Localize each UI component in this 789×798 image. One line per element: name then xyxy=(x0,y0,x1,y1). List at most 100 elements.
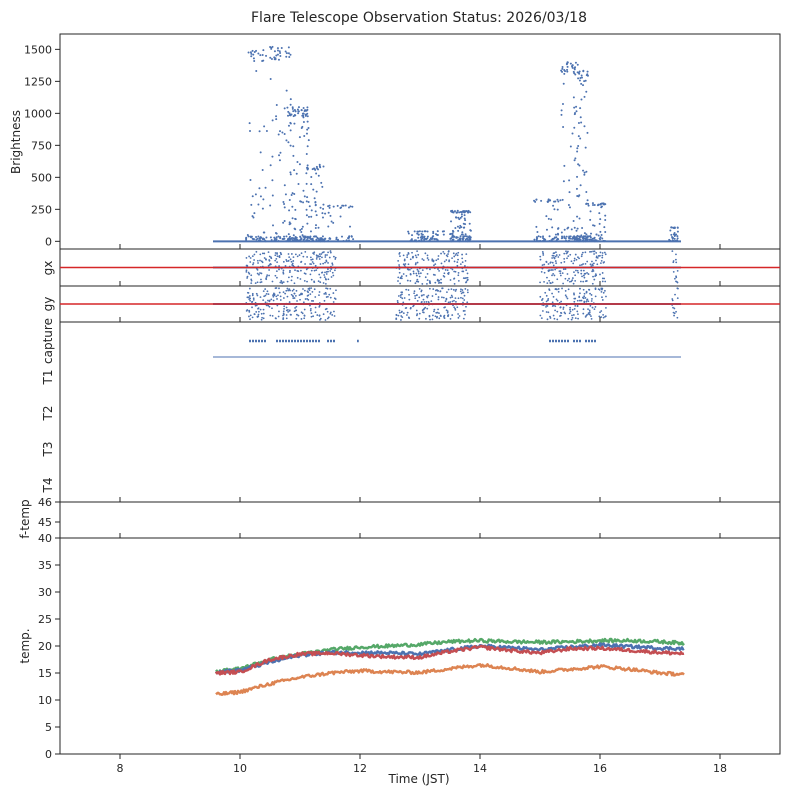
brightness-point xyxy=(426,237,429,240)
brightness-point xyxy=(299,228,302,231)
brightness-point xyxy=(571,66,574,69)
gy-point xyxy=(285,306,288,309)
brightness-point xyxy=(533,199,536,202)
gy-point xyxy=(289,289,291,292)
brightness-point xyxy=(566,68,569,71)
gy-point xyxy=(313,288,316,291)
brightness-point xyxy=(275,239,278,242)
brightness-point xyxy=(573,126,576,129)
gy-point xyxy=(436,290,439,292)
brightness-point xyxy=(417,233,420,236)
y-tick-label: 46 xyxy=(38,496,52,509)
gy-point xyxy=(323,299,326,302)
gy-point xyxy=(267,304,270,307)
gy-point xyxy=(401,291,404,294)
gy-point xyxy=(333,310,335,313)
brightness-point xyxy=(597,203,600,206)
gx-point xyxy=(549,261,552,264)
brightness-point xyxy=(593,239,596,242)
brightness-point xyxy=(583,80,586,83)
gy-point xyxy=(255,311,258,313)
brightness-point xyxy=(537,240,540,243)
gy-point xyxy=(441,287,444,290)
y-tick-label: 35 xyxy=(38,559,52,572)
gx-point xyxy=(250,274,253,277)
brightness-point xyxy=(275,236,278,239)
brightness-point xyxy=(571,64,574,67)
gx-point xyxy=(252,263,254,266)
gx-point xyxy=(323,274,326,276)
gy-point xyxy=(576,310,579,313)
gx-point xyxy=(322,262,325,265)
brightness-point xyxy=(563,164,566,167)
brightness-point xyxy=(468,240,471,243)
gx-point xyxy=(409,258,412,261)
brightness-point xyxy=(251,49,254,52)
gx-point xyxy=(573,259,576,262)
gy-point xyxy=(602,313,605,316)
gy-point xyxy=(318,294,320,297)
gx-point xyxy=(601,254,604,257)
brightness-point xyxy=(291,205,294,208)
gx-point xyxy=(319,276,322,279)
brightness-point xyxy=(321,212,324,215)
brightness-point xyxy=(673,237,676,240)
brightness-point xyxy=(537,235,540,238)
gy-point xyxy=(439,315,442,317)
gy-point xyxy=(268,299,271,302)
brightness-point xyxy=(301,225,304,228)
gy-point xyxy=(451,314,454,316)
gy-point xyxy=(582,308,585,311)
gx-point xyxy=(415,280,418,283)
gy-point xyxy=(255,292,258,295)
brightness-point xyxy=(449,232,452,235)
brightness-point xyxy=(556,232,559,235)
brightness-point xyxy=(580,76,583,79)
gx-point xyxy=(421,258,424,260)
gx-point xyxy=(320,253,323,255)
gx-point xyxy=(579,280,582,283)
gx-point xyxy=(330,276,333,278)
brightness-point xyxy=(306,128,309,131)
brightness-point xyxy=(581,236,584,239)
gy-point xyxy=(545,311,548,313)
gy-point xyxy=(572,314,575,316)
brightness-point xyxy=(456,225,459,228)
gy-point xyxy=(318,291,321,293)
gy-point xyxy=(565,304,568,307)
gy-point xyxy=(400,311,403,313)
brightness-point xyxy=(292,154,295,157)
gy-point xyxy=(265,292,268,295)
gy-point xyxy=(545,306,547,308)
gx-point xyxy=(312,262,315,265)
gy-point xyxy=(325,293,327,295)
gx-point xyxy=(426,282,428,285)
gx-point xyxy=(315,269,318,272)
gy-point xyxy=(591,306,594,309)
gy-point xyxy=(251,306,253,309)
gx-point xyxy=(280,253,283,256)
brightness-point xyxy=(542,239,545,242)
gy-point xyxy=(282,312,285,315)
gx-point xyxy=(282,271,285,274)
brightness-point xyxy=(249,51,252,54)
gx-point xyxy=(250,278,253,281)
gx-point xyxy=(287,259,290,262)
gx-point xyxy=(313,269,316,272)
gy-point xyxy=(438,317,441,320)
brightness-point xyxy=(565,239,568,242)
brightness-point xyxy=(300,227,303,230)
brightness-point xyxy=(573,238,576,241)
gx-point xyxy=(321,251,324,254)
x-tick-label: 8 xyxy=(117,762,124,775)
gy-point xyxy=(322,313,325,316)
gx-point xyxy=(259,272,261,274)
brightness-point xyxy=(258,187,261,190)
gx-point xyxy=(551,281,554,284)
brightness-point xyxy=(305,208,308,211)
brightness-point xyxy=(575,110,578,113)
brightness-point xyxy=(351,205,354,208)
gx-point xyxy=(329,270,332,272)
gx-point xyxy=(398,251,401,254)
gx-point xyxy=(571,277,574,279)
